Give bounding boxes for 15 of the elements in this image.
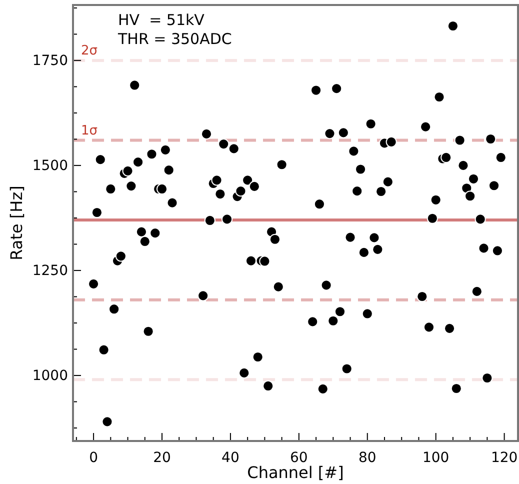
y-tick-label: 1500 bbox=[32, 158, 68, 174]
y-tick-label: 1750 bbox=[32, 52, 68, 69]
y-tick-label: 1250 bbox=[32, 262, 68, 279]
ref-line-label: 2σ bbox=[81, 43, 98, 58]
x-tick-label: 80 bbox=[358, 450, 376, 466]
y-tick-label: 1000 bbox=[32, 368, 68, 384]
annotation: THR = 350ADC bbox=[117, 30, 232, 48]
x-tick-label: 40 bbox=[222, 450, 240, 466]
y-axis-title: Rate [Hz] bbox=[7, 186, 26, 260]
ref-line-label: 1σ bbox=[81, 123, 98, 138]
x-tick-label: 0 bbox=[89, 450, 98, 466]
x-tick-label: 20 bbox=[153, 450, 171, 466]
annotation: HV = 51kV bbox=[118, 11, 206, 29]
x-tick-label: 120 bbox=[490, 450, 518, 466]
x-tick-label: 100 bbox=[422, 450, 450, 466]
